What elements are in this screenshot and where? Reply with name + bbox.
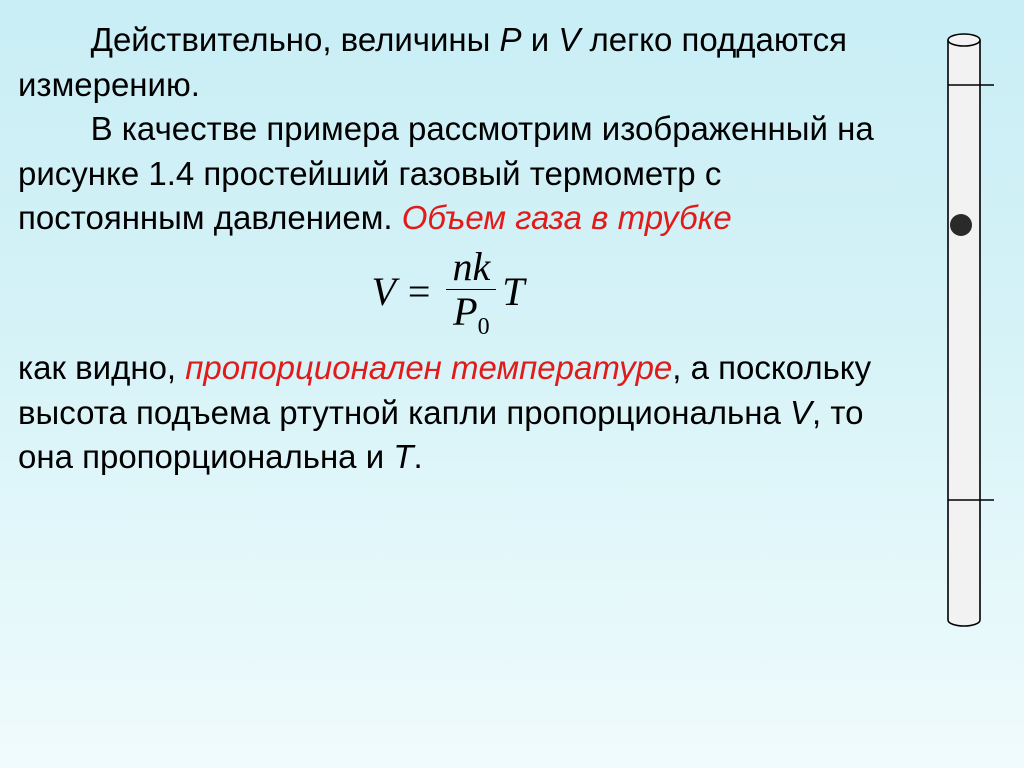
thermometer-diagram	[934, 30, 994, 630]
p3-lead: как видно,	[18, 349, 185, 386]
formula-eq: =	[408, 265, 431, 319]
paragraph-2: В качестве примера рассмотрим изображенн…	[18, 107, 878, 241]
p1-var-P: P	[500, 21, 522, 58]
p1-and: и	[522, 21, 559, 58]
formula-fraction: nk P0	[446, 245, 496, 340]
p2-highlight: Объем газа в трубке	[402, 199, 732, 236]
p1-var-V: V	[558, 21, 580, 58]
formula-lhs: V	[371, 265, 395, 319]
p1-lead: Действительно, величины	[91, 21, 500, 58]
paragraph-1: Действительно, величины P и V легко подд…	[18, 18, 878, 107]
p3-var-V: V	[790, 394, 812, 431]
formula-den: P0	[447, 290, 495, 340]
formula-den-base: P	[453, 289, 477, 334]
formula-num: nk	[446, 245, 496, 289]
slide-text: Действительно, величины P и V легко подд…	[18, 18, 878, 480]
p3-var-T: T	[393, 438, 413, 475]
formula-rhs: T	[502, 265, 524, 319]
p3-end: .	[413, 438, 422, 475]
formula-den-sub: 0	[478, 314, 490, 340]
paragraph-3: как видно, пропорционален температуре, а…	[18, 346, 878, 480]
p3-highlight: пропорционален температуре	[185, 349, 672, 386]
formula: V = nk P0 T	[18, 245, 878, 340]
